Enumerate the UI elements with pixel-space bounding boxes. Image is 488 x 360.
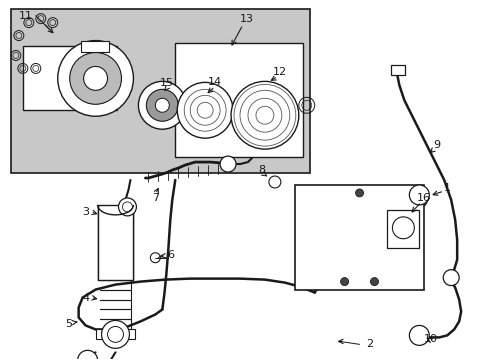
Text: 12: 12: [272, 67, 286, 77]
Circle shape: [370, 278, 378, 285]
Circle shape: [340, 278, 348, 285]
Text: 7: 7: [151, 193, 159, 203]
Circle shape: [177, 82, 233, 138]
Circle shape: [58, 41, 133, 116]
Text: 4: 4: [82, 293, 89, 302]
Text: 15: 15: [160, 78, 174, 88]
Bar: [294, 185, 424, 289]
Text: 14: 14: [207, 77, 222, 87]
Text: 8: 8: [258, 165, 265, 175]
Text: 1: 1: [443, 183, 450, 193]
Circle shape: [118, 198, 136, 216]
Circle shape: [355, 189, 363, 197]
Circle shape: [138, 81, 186, 129]
Bar: [175, 42, 302, 157]
Text: 10: 10: [424, 334, 437, 345]
Circle shape: [146, 89, 178, 121]
Circle shape: [102, 320, 129, 348]
Bar: [95, 329, 135, 339]
Circle shape: [268, 176, 280, 188]
Text: 3: 3: [82, 207, 89, 217]
Circle shape: [69, 53, 121, 104]
Bar: [386, 210, 419, 248]
Circle shape: [408, 185, 428, 205]
Text: 5: 5: [65, 319, 72, 329]
Bar: [81, 41, 108, 53]
Circle shape: [442, 270, 458, 285]
Bar: [11, 9, 309, 173]
Bar: [98, 205, 133, 280]
Text: 16: 16: [416, 193, 430, 203]
Text: 9: 9: [433, 140, 440, 150]
Circle shape: [78, 350, 98, 360]
Circle shape: [83, 67, 107, 90]
Text: 13: 13: [240, 14, 253, 24]
Circle shape: [408, 325, 428, 345]
Text: 2: 2: [365, 339, 372, 349]
Text: 6: 6: [166, 250, 173, 260]
Circle shape: [230, 81, 298, 149]
Circle shape: [220, 156, 236, 172]
Circle shape: [155, 98, 169, 112]
Text: 11: 11: [19, 11, 33, 21]
Bar: [23, 45, 117, 110]
Bar: [390, 66, 405, 75]
